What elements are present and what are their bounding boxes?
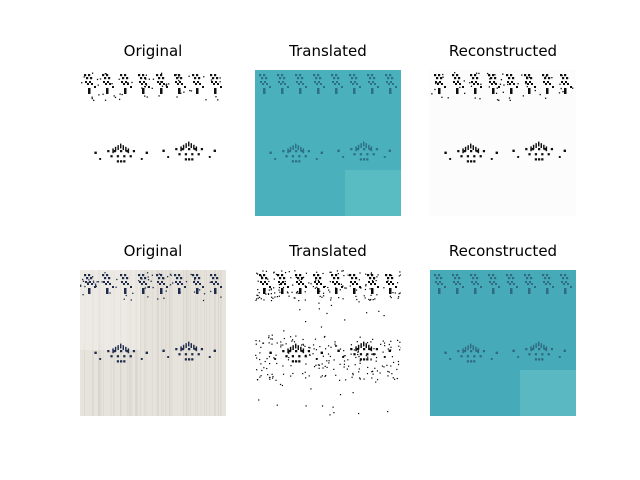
panel-r1-translated: Translated bbox=[255, 42, 401, 216]
panel-r2-translated: Translated bbox=[255, 242, 401, 416]
panel-r1-original: Original bbox=[80, 42, 226, 216]
embroidery-image bbox=[80, 70, 226, 216]
panel-title: Original bbox=[123, 42, 183, 60]
panel-title: Translated bbox=[289, 42, 367, 60]
panel-title: Reconstructed bbox=[448, 42, 558, 60]
embroidery-image bbox=[255, 70, 401, 216]
panel-r2-reconstructed: Reconstructed bbox=[430, 242, 576, 416]
embroidery-image bbox=[80, 270, 226, 416]
embroidery-image bbox=[255, 270, 401, 416]
panel-title: Reconstructed bbox=[448, 242, 558, 260]
panel-title: Original bbox=[123, 242, 183, 260]
panel-r1-reconstructed: Reconstructed bbox=[430, 42, 576, 216]
panel-r2-original: Original bbox=[80, 242, 226, 416]
embroidery-image bbox=[430, 70, 576, 216]
embroidery-image bbox=[430, 270, 576, 416]
panel-title: Translated bbox=[289, 242, 367, 260]
